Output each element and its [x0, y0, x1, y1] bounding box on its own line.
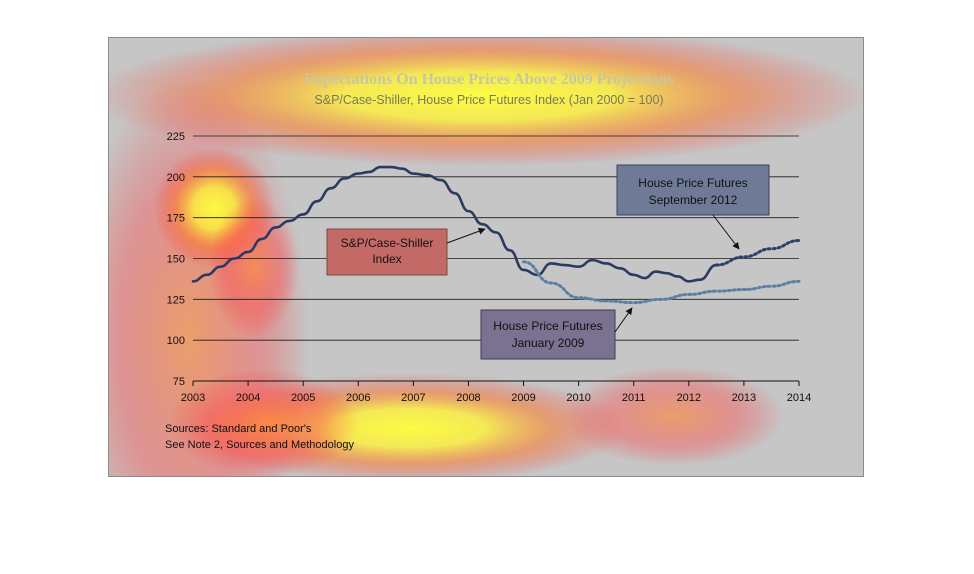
callout-futures-jan2009-line2: January 2009 [512, 336, 585, 350]
y-tick-label: 200 [167, 172, 185, 184]
series-futures-sep2012-line [714, 239, 801, 267]
y-tick-label: 225 [167, 131, 185, 143]
callout-case-shiller-line2: Index [372, 252, 401, 266]
chart-svg: Expectations On House Prices Above 2009 … [109, 38, 863, 476]
x-tick-label: 2010 [566, 392, 590, 404]
x-tick-label: 2012 [677, 392, 701, 404]
callout-futures-sep2012: House Price Futures September 2012 [616, 164, 770, 250]
heatmap-overlay [109, 38, 863, 476]
callout-case-shiller: S&P/Case-Shiller Index [326, 227, 486, 276]
y-tick-label: 150 [167, 254, 185, 266]
x-tick-label: 2011 [622, 392, 646, 404]
series-case-shiller-line [191, 165, 718, 283]
sources-line-1: Sources: Standard and Poor's [165, 423, 312, 435]
callout-case-shiller-box [326, 228, 448, 276]
callout-futures-jan2009: House Price Futures January 2009 [480, 307, 633, 360]
callout-futures-sep2012-line1: House Price Futures [638, 176, 747, 190]
callout-futures-sep2012-arrow [712, 214, 740, 250]
series-futures-jan2009-line [522, 260, 801, 305]
y-tick-label: 125 [167, 294, 185, 306]
x-tick-label: 2006 [346, 392, 370, 404]
chart-frame: Expectations On House Prices Above 2009 … [108, 37, 864, 477]
y-axis: 75 100 125 150 175 200 225 [167, 131, 185, 388]
y-tick-label: 75 [173, 376, 185, 388]
sources-line-2: See Note 2, Sources and Methodology [165, 439, 354, 451]
y-tick-label: 100 [167, 335, 185, 347]
x-tick-label: 2004 [236, 392, 260, 404]
x-tick-label: 2014 [787, 392, 811, 404]
callout-futures-jan2009-line1: House Price Futures [493, 319, 602, 333]
x-tick-label: 2005 [291, 392, 315, 404]
chart-title: Expectations On House Prices Above 2009 … [304, 71, 673, 88]
callout-futures-jan2009-box [480, 309, 616, 360]
x-tick-label: 2013 [732, 392, 756, 404]
x-tick-label: 2007 [401, 392, 425, 404]
callout-futures-sep2012-box [616, 164, 770, 216]
callout-case-shiller-line1: S&P/Case-Shiller [341, 236, 434, 250]
y-tick-label: 175 [167, 213, 185, 225]
x-tick-label: 2003 [181, 392, 205, 404]
x-axis: 2003 2004 2005 2006 2007 2008 2009 2010 2011 2012… [181, 380, 811, 404]
series-group [191, 165, 801, 305]
chart-subtitle: S&P/Case-Shiller, House Price Futures In… [314, 93, 663, 107]
x-tick-label: 2008 [456, 392, 480, 404]
callout-futures-sep2012-line2: September 2012 [649, 193, 738, 207]
callout-case-shiller-arrow [446, 227, 486, 244]
x-tick-label: 2009 [511, 392, 535, 404]
callout-futures-jan2009-arrow [614, 307, 633, 333]
